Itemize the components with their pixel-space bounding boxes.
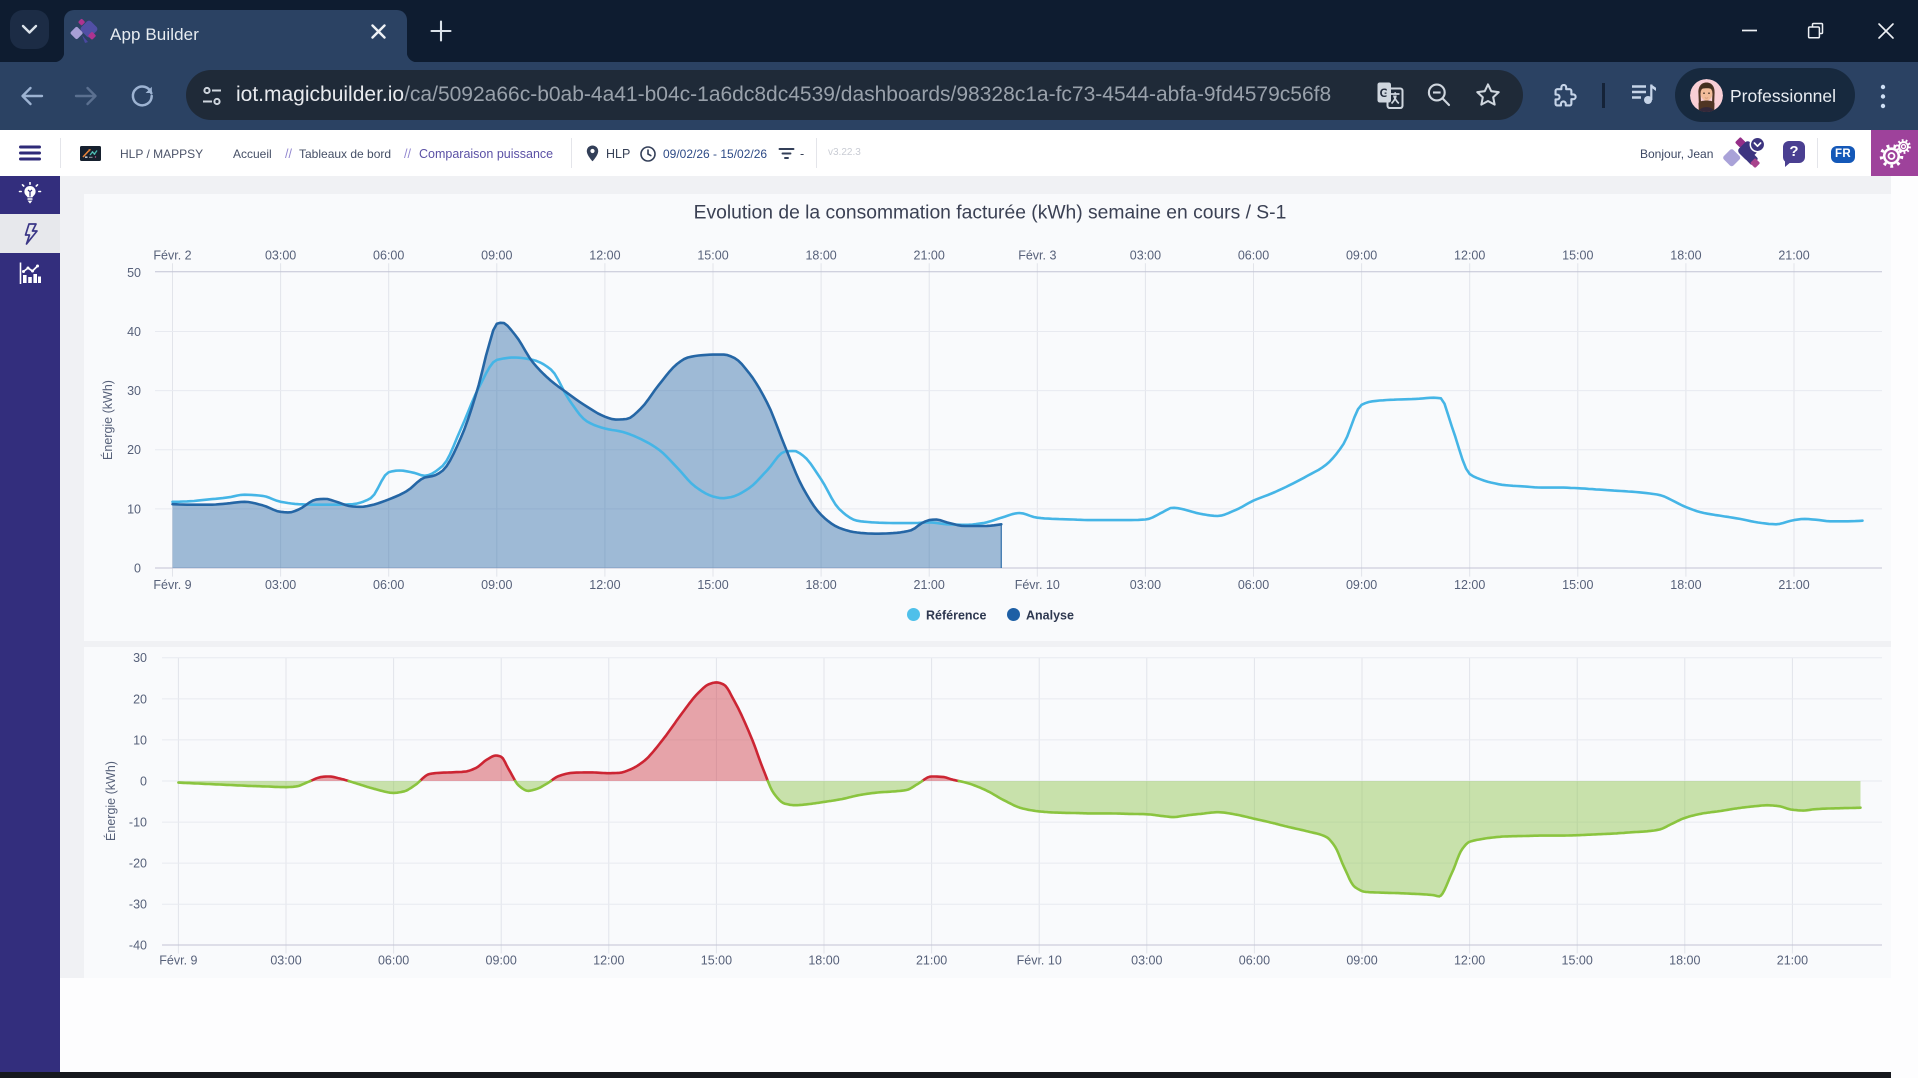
svg-text:12:00: 12:00 bbox=[1454, 578, 1485, 592]
svg-text:09:00: 09:00 bbox=[1346, 578, 1377, 592]
svg-text:09:00: 09:00 bbox=[1346, 954, 1377, 968]
svg-text:Févr. 9: Févr. 9 bbox=[159, 954, 197, 968]
svg-text:09:00: 09:00 bbox=[1346, 249, 1377, 263]
svg-text:21:00: 21:00 bbox=[1778, 578, 1809, 592]
svg-text:0: 0 bbox=[134, 561, 141, 575]
svg-text:15:00: 15:00 bbox=[701, 954, 732, 968]
svg-text:Énergie (kWh): Énergie (kWh) bbox=[100, 380, 115, 460]
svg-text:15:00: 15:00 bbox=[1562, 578, 1593, 592]
svg-text:10: 10 bbox=[127, 502, 141, 516]
svg-text:06:00: 06:00 bbox=[1239, 954, 1270, 968]
svg-text:20: 20 bbox=[127, 443, 141, 457]
svg-text:18:00: 18:00 bbox=[1670, 578, 1701, 592]
svg-text:06:00: 06:00 bbox=[373, 578, 404, 592]
svg-text:0: 0 bbox=[140, 774, 147, 788]
svg-text:-10: -10 bbox=[129, 816, 147, 830]
svg-text:18:00: 18:00 bbox=[1669, 954, 1700, 968]
svg-text:12:00: 12:00 bbox=[593, 954, 624, 968]
svg-text:12:00: 12:00 bbox=[589, 249, 620, 263]
svg-text:15:00: 15:00 bbox=[1562, 954, 1593, 968]
svg-text:Énergie (kWh): Énergie (kWh) bbox=[103, 761, 118, 841]
svg-text:30: 30 bbox=[133, 651, 147, 665]
svg-text:50: 50 bbox=[127, 266, 141, 280]
svg-text:Févr. 3: Févr. 3 bbox=[1018, 249, 1056, 263]
svg-text:21:00: 21:00 bbox=[1777, 954, 1808, 968]
svg-text:Févr. 9: Févr. 9 bbox=[153, 578, 191, 592]
svg-text:10: 10 bbox=[133, 733, 147, 747]
svg-text:03:00: 03:00 bbox=[265, 578, 296, 592]
svg-text:18:00: 18:00 bbox=[805, 578, 836, 592]
svg-text:18:00: 18:00 bbox=[805, 249, 836, 263]
svg-text:09:00: 09:00 bbox=[481, 249, 512, 263]
svg-text:06:00: 06:00 bbox=[373, 249, 404, 263]
svg-text:03:00: 03:00 bbox=[1130, 578, 1161, 592]
svg-text:Févr. 10: Févr. 10 bbox=[1015, 578, 1060, 592]
svg-text:-20: -20 bbox=[129, 857, 147, 871]
svg-text:15:00: 15:00 bbox=[1562, 249, 1593, 263]
svg-text:18:00: 18:00 bbox=[1670, 249, 1701, 263]
svg-text:15:00: 15:00 bbox=[697, 578, 728, 592]
svg-text:09:00: 09:00 bbox=[481, 578, 512, 592]
svg-text:Févr. 10: Févr. 10 bbox=[1017, 954, 1062, 968]
svg-text:-40: -40 bbox=[129, 939, 147, 953]
svg-text:Référence: Référence bbox=[926, 609, 986, 623]
svg-text:03:00: 03:00 bbox=[265, 249, 296, 263]
svg-text:06:00: 06:00 bbox=[1238, 249, 1269, 263]
svg-text:Evolution de la consommation f: Evolution de la consommation facturée (k… bbox=[694, 203, 1287, 224]
svg-text:15:00: 15:00 bbox=[697, 249, 728, 263]
svg-text:Analyse: Analyse bbox=[1026, 609, 1074, 623]
svg-text:03:00: 03:00 bbox=[1131, 954, 1162, 968]
svg-text:20: 20 bbox=[133, 692, 147, 706]
svg-text:21:00: 21:00 bbox=[1778, 249, 1809, 263]
svg-text:09:00: 09:00 bbox=[486, 954, 517, 968]
svg-text:06:00: 06:00 bbox=[378, 954, 409, 968]
svg-text:12:00: 12:00 bbox=[1454, 954, 1485, 968]
svg-text:21:00: 21:00 bbox=[916, 954, 947, 968]
svg-text:18:00: 18:00 bbox=[808, 954, 839, 968]
svg-text:Févr. 2: Févr. 2 bbox=[153, 249, 191, 263]
svg-text:30: 30 bbox=[127, 384, 141, 398]
svg-text:12:00: 12:00 bbox=[1454, 249, 1485, 263]
svg-text:12:00: 12:00 bbox=[589, 578, 620, 592]
svg-text:03:00: 03:00 bbox=[1130, 249, 1161, 263]
svg-text:G: G bbox=[1380, 86, 1389, 100]
svg-text:21:00: 21:00 bbox=[914, 249, 945, 263]
svg-text:21:00: 21:00 bbox=[914, 578, 945, 592]
svg-text:06:00: 06:00 bbox=[1238, 578, 1269, 592]
svg-text:-30: -30 bbox=[129, 898, 147, 912]
svg-text:03:00: 03:00 bbox=[270, 954, 301, 968]
svg-text:40: 40 bbox=[127, 325, 141, 339]
